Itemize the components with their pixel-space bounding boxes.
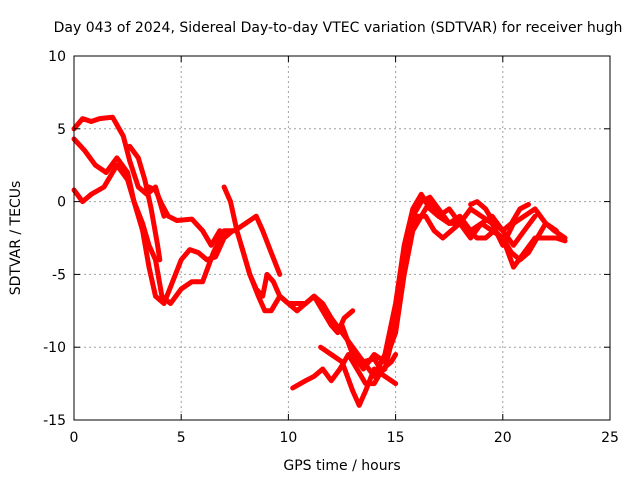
- x-tick-label: 25: [601, 430, 619, 446]
- x-tick-label: 15: [387, 430, 405, 446]
- chart-title: Day 043 of 2024, Sidereal Day-to-day VTE…: [54, 20, 623, 36]
- series-line-3: [71, 162, 236, 306]
- x-tick-label: 10: [279, 430, 297, 446]
- x-tick-label: 0: [70, 430, 79, 446]
- plot-frame: [73, 55, 611, 421]
- x-tick-label: 5: [177, 430, 186, 446]
- y-tick-label: -10: [43, 340, 66, 356]
- y-tick-label: -5: [52, 267, 66, 283]
- y-tick-label: 5: [57, 122, 66, 138]
- series-line-7: [238, 242, 384, 372]
- series-line-13: [403, 213, 568, 263]
- series-line-14: [468, 199, 531, 234]
- y-axis-label: SDTVAR / TECUs: [8, 181, 24, 296]
- series-line-4: [127, 143, 163, 263]
- ticks: 0 5 10 15 20 25 10 5 0 -5 -10 -15: [43, 49, 619, 446]
- y-tick-label: 10: [48, 49, 66, 65]
- series-layer: [71, 114, 568, 408]
- series-line-11: [360, 194, 538, 379]
- x-axis-label: GPS time / hours: [283, 458, 400, 474]
- series-line-5: [146, 184, 223, 248]
- x-tick-label: 20: [494, 430, 512, 446]
- series-line-2: [71, 136, 283, 306]
- y-tick-label: -15: [43, 413, 66, 429]
- y-tick-label: 0: [57, 195, 66, 211]
